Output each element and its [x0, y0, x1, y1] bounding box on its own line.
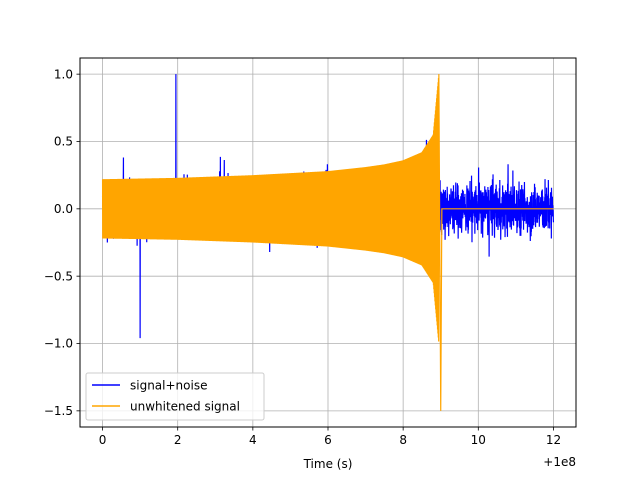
legend-box [85, 372, 265, 421]
x-tick-label: 4 [249, 433, 257, 447]
legend: signal+noise unwhitened signal [85, 372, 265, 421]
x-tick-label: 8 [399, 433, 407, 447]
legend-label-unwhitened-signal: unwhitened signal [130, 400, 240, 414]
y-tick-label: −1.5 [44, 404, 73, 418]
x-axis: 0 2 4 6 8 10 12 [99, 427, 561, 447]
x-tick-label: 2 [174, 433, 182, 447]
y-tick-label: −0.5 [44, 269, 73, 283]
x-tick-label: 0 [99, 433, 107, 447]
y-tick-label: 0.0 [54, 202, 73, 216]
series-line-unwhitened-signal [101, 74, 554, 411]
x-offset-label: +1e8 [543, 455, 576, 469]
y-axis: 1.0 0.5 0.0 −0.5 −1.0 −1.5 [44, 67, 80, 418]
y-tick-label: 1.0 [54, 67, 73, 81]
y-tick-label: 0.5 [54, 135, 73, 149]
x-tick-label: 12 [546, 433, 561, 447]
x-axis-label: Time (s) [303, 457, 353, 471]
plot-area [101, 74, 555, 411]
y-tick-label: −1.0 [44, 337, 73, 351]
x-tick-label: 10 [471, 433, 486, 447]
legend-label-signal-noise: signal+noise [130, 379, 207, 393]
x-tick-label: 6 [324, 433, 332, 447]
